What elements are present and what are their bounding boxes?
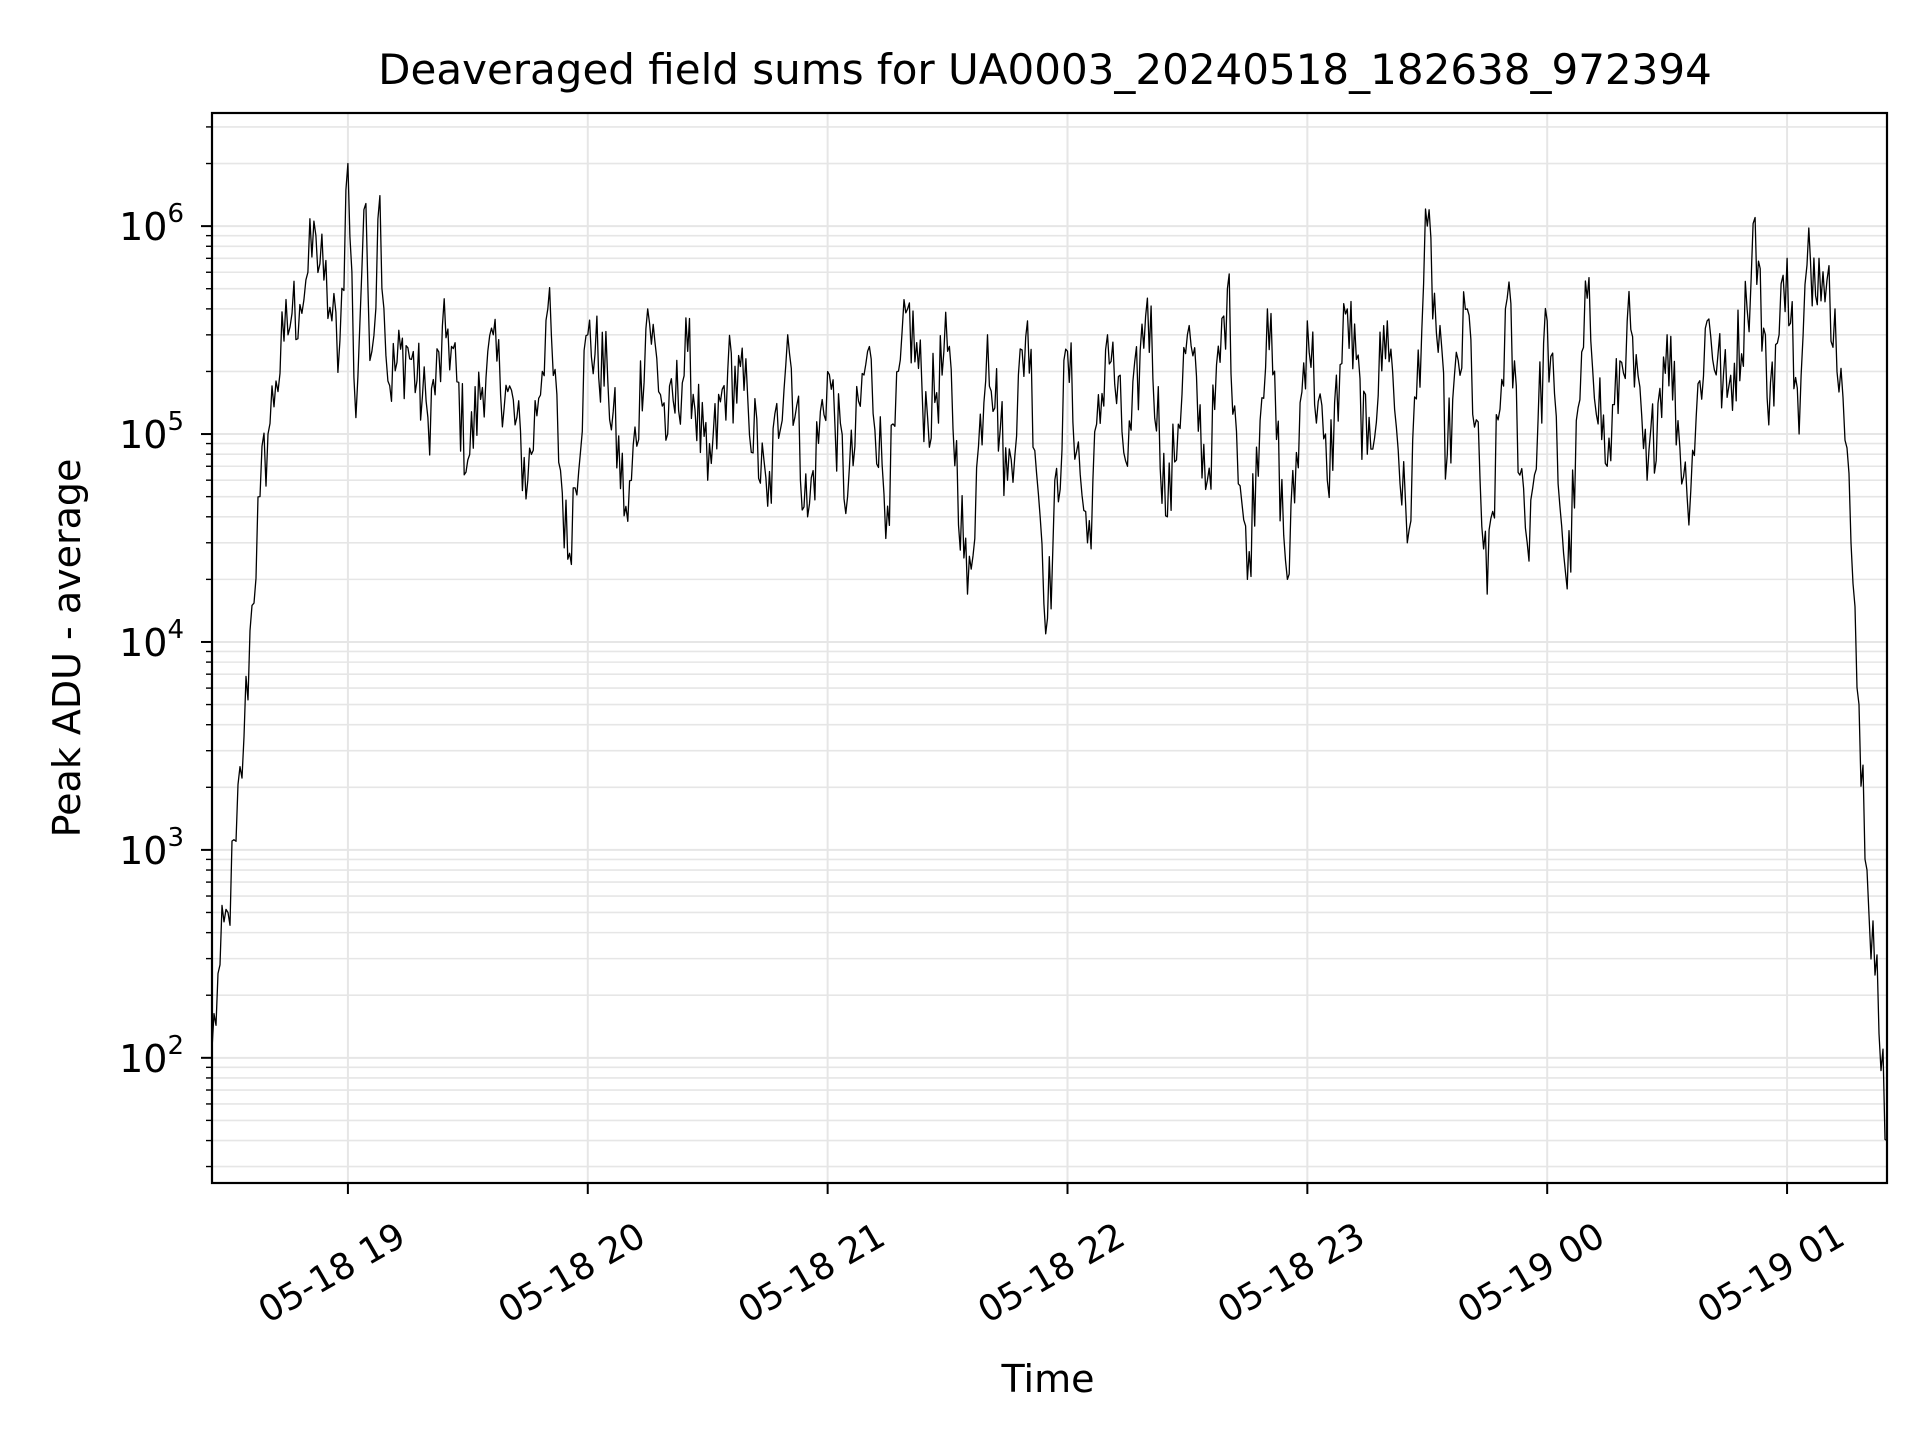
minor-gridlines — [212, 126, 1887, 1168]
y-tick-exponent: 3 — [167, 823, 184, 853]
y-tick-exponent: 2 — [167, 1031, 184, 1061]
y-tick-label: 105 — [119, 407, 184, 457]
y-tick-label: 104 — [119, 615, 184, 665]
y-tick-base: 10 — [119, 205, 167, 249]
y-tick-label: 103 — [119, 823, 184, 873]
y-tick-label: 102 — [119, 1031, 184, 1081]
y-tick-base: 10 — [119, 621, 167, 665]
major-gridlines — [212, 113, 1887, 1183]
y-tick-base: 10 — [119, 1037, 167, 1081]
axis-ticks — [201, 126, 1789, 1194]
y-tick-exponent: 6 — [167, 199, 184, 229]
y-axis-label: Peak ADU - average — [45, 459, 89, 838]
y-tick-exponent: 4 — [167, 615, 184, 645]
chart-title: Deaveraged field sums for UA0003_2024051… — [378, 45, 1712, 94]
y-tick-base: 10 — [119, 413, 167, 457]
y-tick-exponent: 5 — [167, 407, 184, 437]
x-axis-label: Time — [1001, 1357, 1095, 1401]
y-tick-base: 10 — [119, 829, 167, 873]
series-line — [211, 162, 1888, 1142]
plot-area-frame — [210, 111, 1889, 1185]
data-series — [211, 162, 1888, 1142]
y-tick-label: 106 — [119, 199, 184, 249]
